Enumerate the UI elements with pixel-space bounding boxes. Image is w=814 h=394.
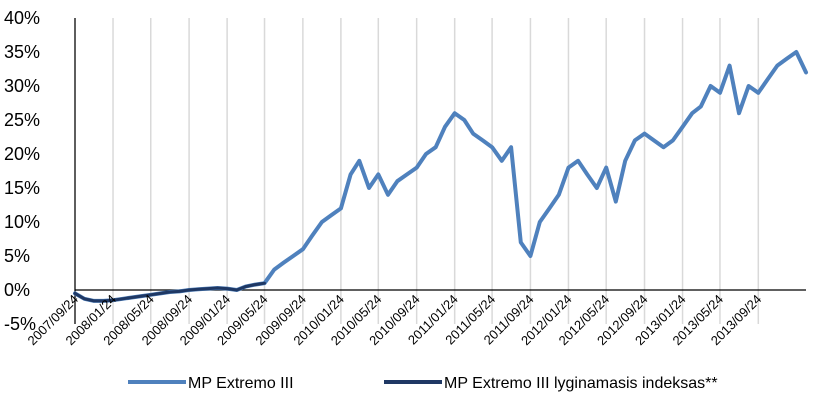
y-tick-label: 5% [4, 246, 30, 266]
y-tick-label: 30% [4, 76, 40, 96]
x-axis-tick-labels: 2007/09/242008/01/242008/05/242008/09/24… [24, 292, 764, 349]
series-line-benchmark [73, 281, 266, 303]
y-tick-label: 15% [4, 178, 40, 198]
gridlines [74, 18, 760, 324]
y-tick-label: 35% [4, 42, 40, 62]
legend-label: MP Extremo III [188, 375, 294, 392]
y-tick-label: 10% [4, 212, 40, 232]
y-tick-label: 40% [4, 8, 40, 28]
series-line-mp-extremo-iii [73, 50, 808, 303]
legend: MP Extremo III MP Extremo III lyginamasis… [128, 375, 718, 392]
y-tick-label: -5% [4, 314, 36, 334]
series-lines [73, 50, 808, 303]
y-tick-label: 20% [4, 144, 40, 164]
y-tick-label: 25% [4, 110, 40, 130]
legend-label: MP Extremo III lyginamasis indeksas** [444, 375, 718, 392]
y-axis-tick-labels: -5% 0% 5% 10% 15% 20% 25% 30% 35% 40% [4, 8, 40, 334]
y-tick-label: 0% [4, 280, 30, 300]
axes [74, 18, 806, 324]
